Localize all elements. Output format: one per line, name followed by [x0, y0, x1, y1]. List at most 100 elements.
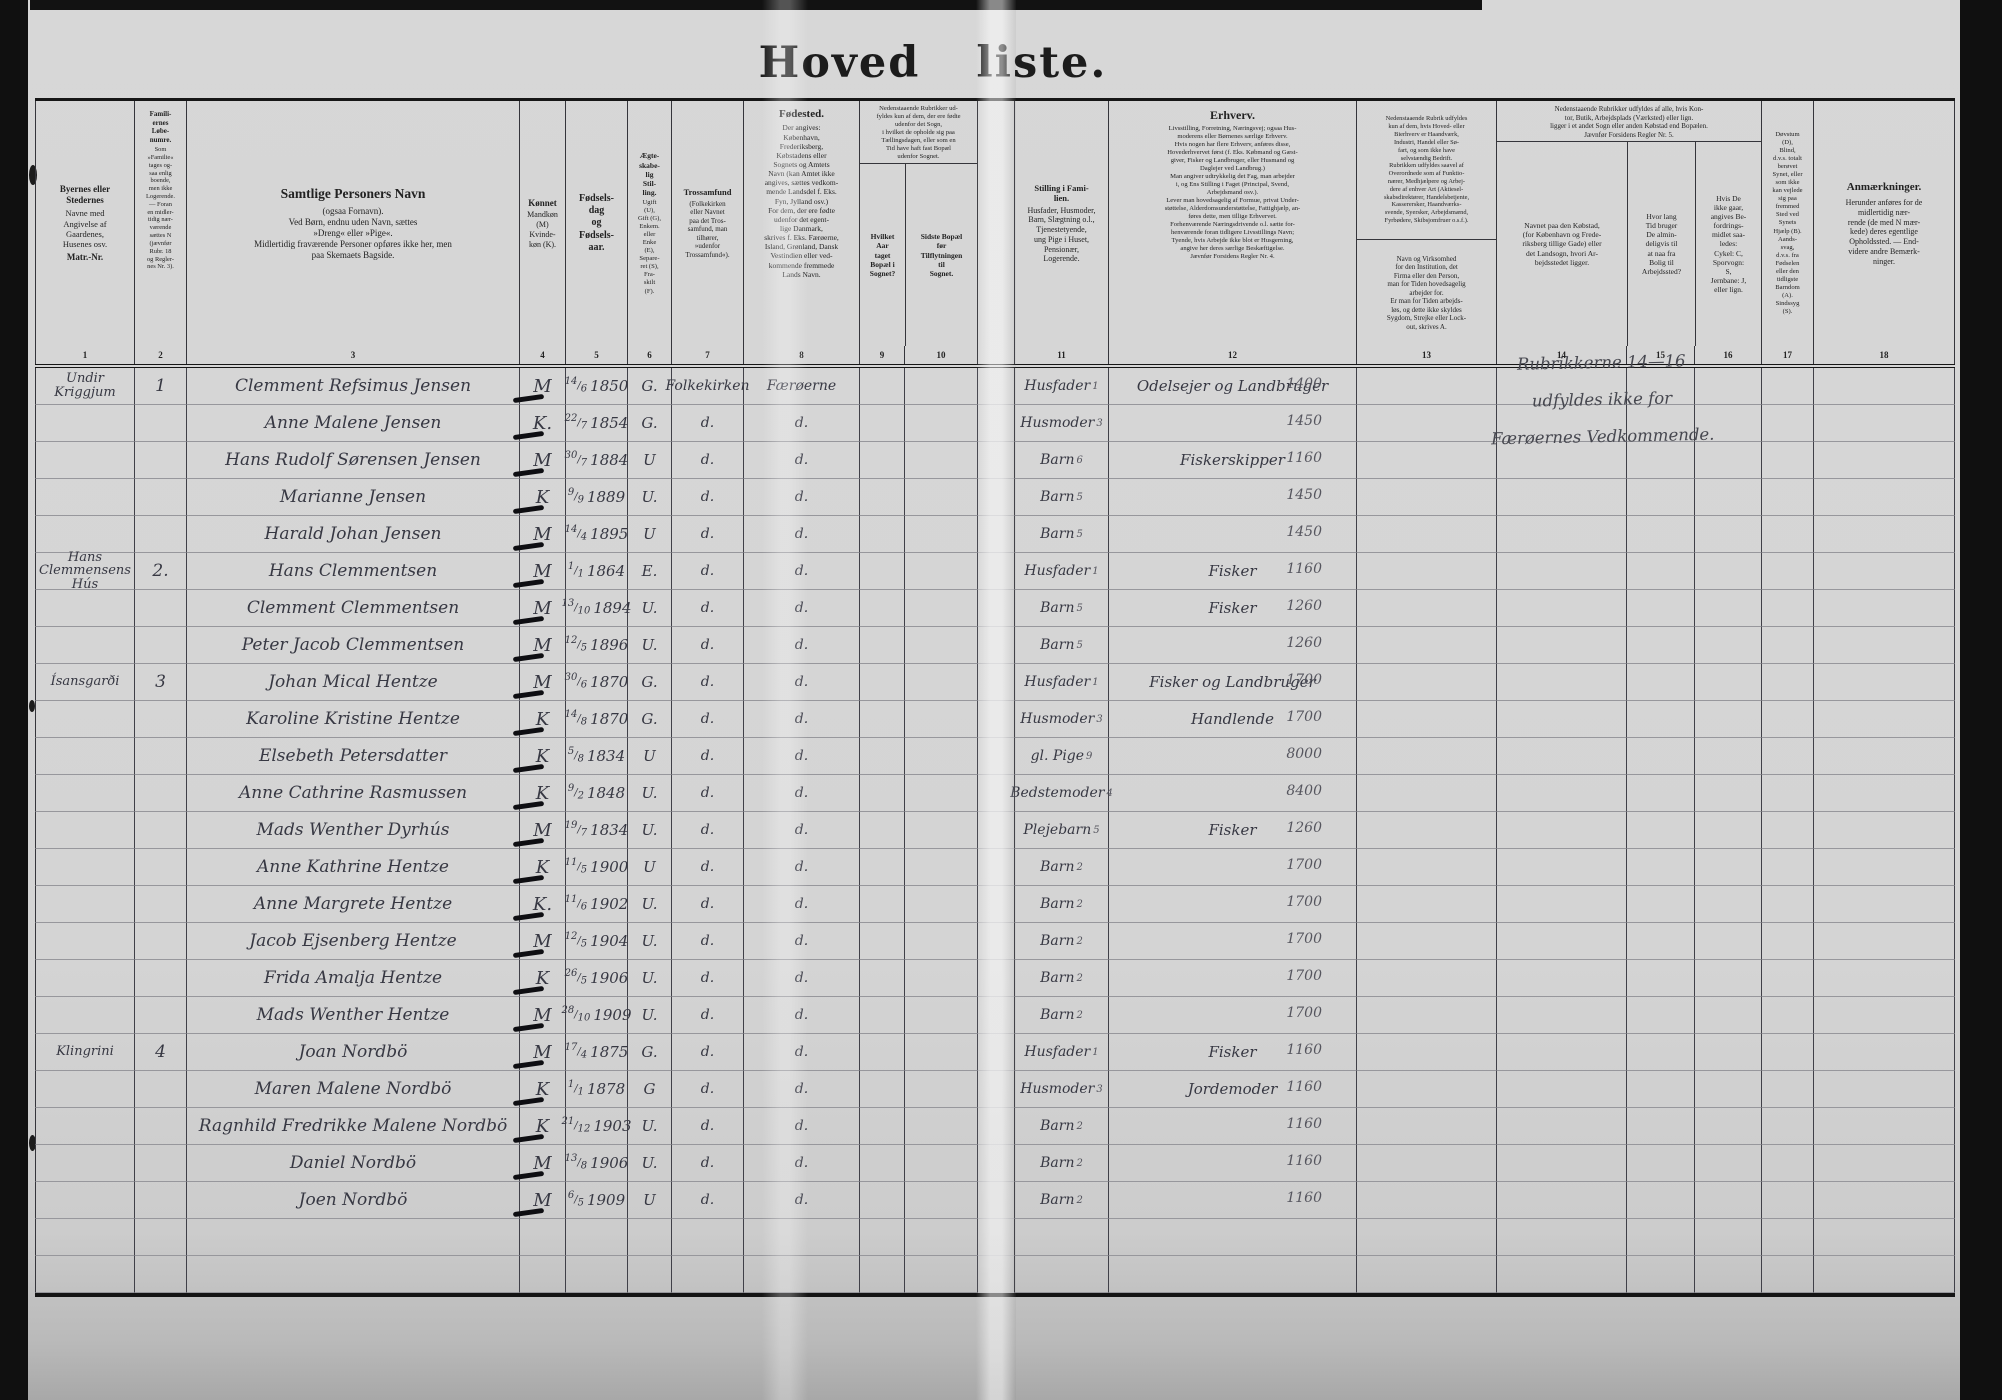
cell-c14 [1497, 664, 1627, 701]
cell-fam: 1 [135, 368, 187, 405]
header-col-arbejdssted: Navnet paa den Købstad, (for København o… [1522, 221, 1602, 267]
sex-mark: K. [532, 412, 553, 434]
cell-bopael [905, 997, 978, 1034]
cell-c15 [1627, 738, 1695, 775]
birthplace: d. [794, 1118, 809, 1134]
cell-erhverv: 1700 [1109, 849, 1357, 886]
cell-church: d. [672, 738, 744, 775]
cell-stilling: Barn 5 [1014, 627, 1109, 664]
cell-fam [135, 775, 187, 812]
column-number: 16 [1695, 346, 1762, 364]
cell-fold [978, 886, 1014, 923]
cell-stilling: Barn 2 [1014, 960, 1109, 997]
person-name: Joen Nordbö [298, 1190, 408, 1210]
cell-stilling: Barn 2 [1014, 997, 1109, 1034]
cell-c15 [1627, 405, 1695, 442]
column-number: 17 [1762, 346, 1814, 364]
birth-day-month: 12/5 [564, 635, 588, 654]
cell-birth: 30/7 1884 [565, 442, 628, 479]
pencil-occupation-code: 8000 [1286, 746, 1322, 762]
pencil-position-code: 3 [1096, 417, 1103, 429]
header-col-tid: Hvor lang Tid bruger De almin- deligvis … [1627, 142, 1695, 346]
cell-fam: 4 [135, 1034, 187, 1071]
cell-stilling [1014, 1219, 1109, 1256]
table-row: Anne Malene Jensen K. 22/7 1854 G. d. d. Husmod… [35, 405, 1955, 442]
household-position: Barn [1040, 1118, 1075, 1134]
cell-c13 [1357, 849, 1497, 886]
religion: Folkekirken [665, 378, 750, 394]
cell-c15 [1627, 590, 1695, 627]
cell-church: d. [672, 775, 744, 812]
cell-bopael [905, 701, 978, 738]
cell-c15 [1627, 627, 1695, 664]
cell-c16 [1695, 1182, 1762, 1219]
cell-place: Hans Clemmensens Hús [35, 550, 135, 591]
header-col-trossamfund: Trossamfund (Folkekirken eller Navnet pa… [672, 101, 744, 346]
cell-birthplace [744, 1256, 860, 1293]
column-number: 6 [628, 346, 672, 364]
birthplace: d. [794, 452, 809, 468]
cell-birth: 19/7 1834 [565, 812, 628, 849]
birth-day-month: 11/6 [564, 894, 588, 913]
cell-name: Anne Margrete Hentze [187, 886, 520, 923]
cell-aar [860, 368, 905, 405]
pencil-position-code: 2 [1076, 935, 1083, 947]
person-name: Hans Rudolf Sørensen Jensen [225, 450, 481, 470]
cell-sex: M [512, 442, 566, 479]
cell-marital: U [628, 442, 672, 479]
family-number: 3 [155, 672, 166, 692]
cell-place [35, 849, 135, 886]
birth-day-month: 22/7 [564, 413, 588, 432]
cell-church: d. [672, 923, 744, 960]
person-name: Harald Johan Jensen [264, 524, 442, 544]
birth-year: 1854 [590, 414, 629, 432]
pencil-occupation-code: 1160 [1286, 561, 1322, 577]
cell-c14 [1497, 368, 1627, 405]
cell-c14 [1497, 775, 1627, 812]
birth-day-month: 1/1 [567, 561, 584, 580]
birth-day-month: 30/6 [564, 672, 588, 691]
cell-c13 [1357, 775, 1497, 812]
cell-name: Harald Johan Jensen [187, 516, 520, 553]
cell-c13 [1357, 405, 1497, 442]
cell-c14 [1497, 886, 1627, 923]
cell-c16 [1695, 960, 1762, 997]
header-col-13-note1: Nedenstaaende Rubrik udfyldes kun af dem… [1383, 115, 1470, 225]
cell-bopael [905, 1108, 978, 1145]
cell-c17 [1762, 479, 1814, 516]
pencil-position-code: 3 [1096, 1083, 1103, 1095]
table-row: Hans Clemmensens Hús 2. Hans Clemmentsen M 1/… [35, 550, 1955, 591]
cell-marital: G. [628, 664, 672, 701]
cell-c16 [1695, 405, 1762, 442]
birth-year: 1906 [590, 1154, 629, 1172]
pencil-occupation-code: 1700 [1286, 1005, 1322, 1021]
cell-birth: 17/4 1875 [565, 1034, 628, 1071]
cell-sex: K [512, 960, 566, 997]
cell-stilling: Barn 5 [1014, 516, 1109, 553]
birth-year: 1902 [590, 895, 629, 913]
header-col-9-10-group: Nedenstaaende Rubrikker ud- fyldes kun a… [860, 101, 978, 346]
cell-fam [135, 1219, 187, 1256]
cell-c15 [1627, 442, 1695, 479]
religion: d. [700, 1081, 715, 1097]
pencil-note-rubrics-14-16: Rubrikkerne 14—16 udfyldes ikke for Færø… [1467, 341, 1737, 458]
birthplace: d. [794, 711, 809, 727]
cell-aar [860, 1219, 905, 1256]
table-row: Karoline Kristine Hentze K 14/8 1870 G. d. d. H… [35, 701, 1955, 738]
cell-birth: 13/8 1906 [565, 1145, 629, 1182]
cell-stilling: Husmoder 3 [1014, 701, 1109, 738]
cell-church: d. [672, 627, 744, 664]
cell-c13 [1357, 886, 1497, 923]
cell-c15 [1627, 368, 1695, 405]
cell-stilling: gl. Pige 9 [1014, 738, 1109, 775]
cell-c18 [1814, 1219, 1955, 1256]
cell-stilling: Barn 2 [1014, 923, 1109, 960]
scan-artifact-top-bar [30, 0, 1482, 10]
religion: d. [700, 970, 715, 986]
cell-sex: K [512, 1071, 566, 1108]
cell-sex: M [512, 923, 566, 960]
cell-c17 [1762, 516, 1814, 553]
cell-name: Frida Amalja Hentze [187, 960, 520, 997]
